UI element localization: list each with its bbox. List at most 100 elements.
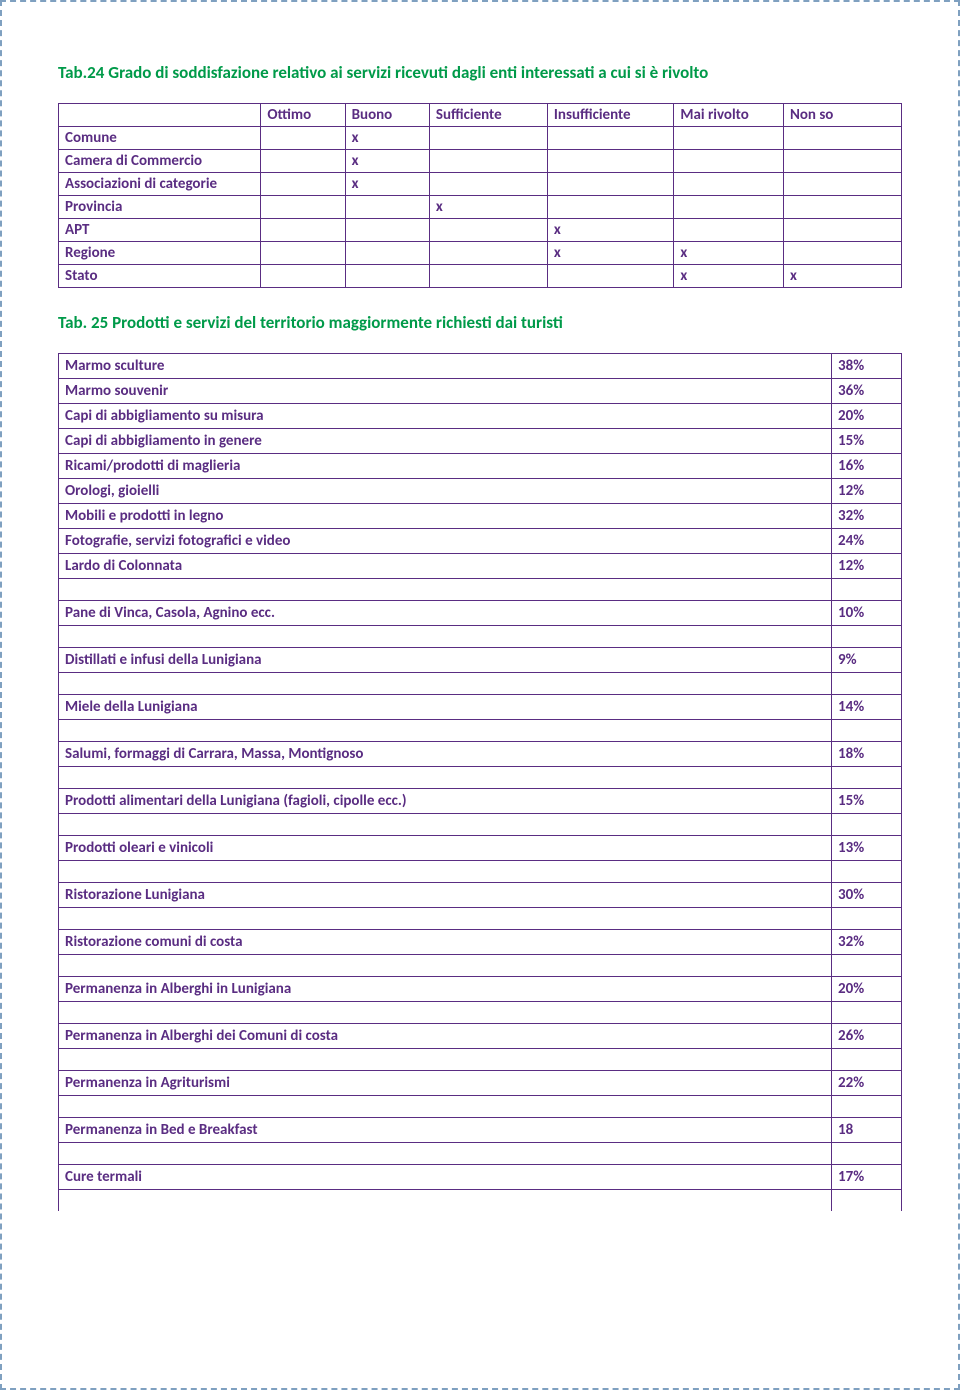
tab25-pct-cell: 26% (832, 1023, 902, 1048)
tab25-pct-cell: 15% (832, 428, 902, 453)
table-gap-row (59, 1001, 902, 1023)
tab25-pct-cell: 16% (832, 453, 902, 478)
table-row: Distillati e infusi della Lunigiana9% (59, 647, 902, 672)
tab24-cell (429, 172, 547, 195)
tab24-cell (345, 195, 429, 218)
table-gap-row (59, 907, 902, 929)
tab25-label-cell: Fotografie, servizi fotografici e video (59, 528, 832, 553)
tab25-gap-cell (59, 1142, 832, 1164)
tab24-cell (783, 172, 901, 195)
tab25-gap-cell (832, 1095, 902, 1117)
table-gap-row (59, 766, 902, 788)
tab25-gap-cell (59, 672, 832, 694)
tab24-row-label: Comune (59, 126, 261, 149)
table-row: Marmo sculture38% (59, 353, 902, 378)
tab24-cell (261, 264, 345, 287)
tab25-pct-cell: 32% (832, 503, 902, 528)
tab24-cell: x (547, 218, 673, 241)
tab24-cell (547, 126, 673, 149)
tab24-cell (674, 218, 784, 241)
tab25-gap-cell (59, 1048, 832, 1070)
tab25-gap-cell (59, 954, 832, 976)
tab25-gap-cell (59, 1095, 832, 1117)
tab25-pct-cell: 13% (832, 835, 902, 860)
tab25-gap-cell (832, 766, 902, 788)
tab25-label-cell: Ricami/prodotti di maglieria (59, 453, 832, 478)
tab25-label-cell: Distillati e infusi della Lunigiana (59, 647, 832, 672)
table-row: Ristorazione Lunigiana30% (59, 882, 902, 907)
table-row: Permanenza in Agriturismi22% (59, 1070, 902, 1095)
tab25-gap-cell (59, 719, 832, 741)
tab24-cell (783, 241, 901, 264)
tab25-gap-cell (59, 907, 832, 929)
tab24-cell (674, 172, 784, 195)
tab24-row-label: Provincia (59, 195, 261, 218)
tab25-gap-cell (832, 672, 902, 694)
tab24-cell (261, 218, 345, 241)
tab24-cell (547, 149, 673, 172)
tab25-gap-cell (832, 813, 902, 835)
table-row: Cure termali17% (59, 1164, 902, 1189)
tab25-label-cell: Orologi, gioielli (59, 478, 832, 503)
tab25-pct-cell: 10% (832, 600, 902, 625)
tab25-pct-cell: 22% (832, 1070, 902, 1095)
tab25-gap-cell (59, 766, 832, 788)
table-row: Associazioni di categoriex (59, 172, 902, 195)
table-row: Regionexx (59, 241, 902, 264)
tab24-cell (345, 241, 429, 264)
tab24-row-label: Stato (59, 264, 261, 287)
tab24-header-cell: Ottimo (261, 103, 345, 126)
tab24-cell (674, 126, 784, 149)
tab24-cell: x (429, 195, 547, 218)
tab25-pct-cell: 38% (832, 353, 902, 378)
tab25-gap-cell (832, 578, 902, 600)
tab25-gap-cell (832, 719, 902, 741)
tab25-pct-cell: 20% (832, 403, 902, 428)
tab25-title: Tab. 25 Prodotti e servizi del territori… (58, 312, 902, 335)
tab25-label-cell: Capi di abbigliamento in genere (59, 428, 832, 453)
tab24-cell (429, 149, 547, 172)
tab25-pct-cell: 17% (832, 1164, 902, 1189)
tab24-cell (345, 218, 429, 241)
tab25-label-cell: Marmo sculture (59, 353, 832, 378)
tab24-cell: x (674, 264, 784, 287)
tab25-pct-cell: 36% (832, 378, 902, 403)
table-row: Lardo di Colonnata12% (59, 553, 902, 578)
tab24-cell: x (674, 241, 784, 264)
tab24-cell (674, 195, 784, 218)
tab25-label-cell: Prodotti oleari e vinicoli (59, 835, 832, 860)
tab25-gap-cell (59, 860, 832, 882)
table-row: Provincia x (59, 195, 902, 218)
tab25-gap-cell (832, 954, 902, 976)
table-gap-row (59, 1048, 902, 1070)
table-row: Orologi, gioielli12% (59, 478, 902, 503)
table-gap-row (59, 1189, 902, 1211)
tab24-header-cell: Sufficiente (429, 103, 547, 126)
tab24-header-cell: Non so (783, 103, 901, 126)
table-row: Permanenza in Alberghi dei Comuni di cos… (59, 1023, 902, 1048)
tab24-cell (783, 149, 901, 172)
table-gap-row (59, 813, 902, 835)
tab25-label-cell: Cure termali (59, 1164, 832, 1189)
tab24-cell (783, 126, 901, 149)
tab24-header-cell: Insufficiente (547, 103, 673, 126)
tab24-cell: x (783, 264, 901, 287)
table-gap-row (59, 1095, 902, 1117)
tab25-pct-cell: 12% (832, 553, 902, 578)
tab25-pct-cell: 12% (832, 478, 902, 503)
tab25-pct-cell: 30% (832, 882, 902, 907)
tab25-gap-cell (832, 1142, 902, 1164)
tab24-cell (429, 241, 547, 264)
tab25-gap-cell (832, 625, 902, 647)
tab25-gap-cell (59, 1189, 832, 1211)
tab24-cell: x (345, 149, 429, 172)
tab25-pct-cell: 15% (832, 788, 902, 813)
tab25-label-cell: Ristorazione Lunigiana (59, 882, 832, 907)
table-row: Capi di abbigliamento su misura20% (59, 403, 902, 428)
tab24-header-blank (59, 103, 261, 126)
table-row: Miele della Lunigiana14% (59, 694, 902, 719)
tab24-row-label: Regione (59, 241, 261, 264)
table-row: Prodotti alimentari della Lunigiana (fag… (59, 788, 902, 813)
tab24-cell (429, 264, 547, 287)
table-row: Ristorazione comuni di costa32% (59, 929, 902, 954)
